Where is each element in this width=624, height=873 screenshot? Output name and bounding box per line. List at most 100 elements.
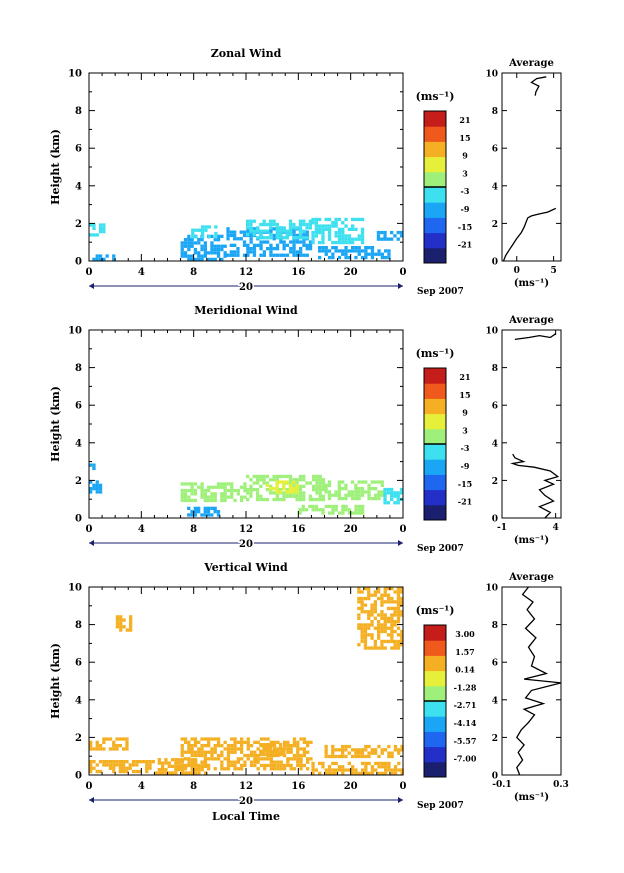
heatmap-pixel: [207, 485, 211, 489]
heatmap-pixel: [223, 251, 227, 255]
profile-title: Average: [508, 315, 554, 326]
heatmap-pixel: [400, 590, 404, 594]
heatmap-pixel: [337, 480, 341, 484]
heatmap-pixel: [253, 760, 257, 764]
heatmap-pixel: [201, 225, 205, 229]
heatmap-pixel: [122, 769, 126, 774]
heatmap-cell: [265, 480, 299, 494]
heatmap-cell: [324, 744, 404, 759]
heatmap-pixel: [223, 254, 227, 258]
heatmap-pixel: [292, 740, 297, 744]
heatmap-pixel: [226, 750, 231, 754]
heatmap-pixel: [341, 508, 345, 512]
heatmap-pixel: [393, 771, 398, 775]
heatmap-pixel: [193, 767, 198, 771]
heatmap-pixel: [399, 491, 404, 495]
heatmap-pixel: [327, 496, 332, 501]
heatmap-pixel: [259, 236, 263, 240]
heatmap-pixel: [337, 487, 341, 491]
heatmap-pixel: [259, 752, 263, 757]
heatmap-pixel: [324, 224, 328, 228]
heatmap-pixel: [223, 767, 227, 771]
heatmap-pixel: [252, 474, 256, 479]
heatmap-pixel: [367, 761, 371, 766]
heatmap-pixel: [167, 771, 171, 775]
heatmap-pixel: [364, 744, 368, 749]
heatmap-pixel: [370, 765, 375, 769]
heatmap-pixel: [363, 639, 368, 644]
day-label: 20: [239, 796, 253, 807]
heatmap-cell: [89, 480, 103, 494]
heatmap-pixel: [273, 753, 277, 758]
heatmap-pixel: [108, 766, 113, 770]
colorbar-label: (ms⁻¹): [416, 347, 455, 360]
heatmap-pixel: [327, 768, 332, 772]
heatmap-pixel: [318, 497, 322, 502]
heatmap-pixel: [308, 226, 312, 230]
heatmap-pixel: [296, 753, 300, 758]
heatmap-pixel: [312, 497, 316, 502]
heatmap-pixel: [220, 767, 224, 771]
heatmap-pixel: [400, 643, 404, 647]
heatmap-pixel: [187, 757, 191, 761]
heatmap-pixel: [337, 748, 341, 752]
heatmap-pixel: [112, 760, 116, 764]
heatmap-pixel: [380, 490, 384, 494]
heatmap-pixel: [361, 504, 365, 509]
heatmap-pixel: [318, 246, 322, 250]
heatmap-pixel: [295, 250, 299, 254]
heatmap-pixel: [216, 485, 221, 489]
heatmap-pixel: [318, 494, 322, 498]
heatmap-pixel: [285, 480, 289, 484]
heatmap-pixel: [351, 768, 355, 772]
heatmap-pixel: [265, 483, 269, 487]
heatmap-cell: [89, 223, 106, 237]
heatmap-pixel: [170, 758, 175, 762]
heatmap-pixel: [288, 481, 293, 485]
heatmap-pixel: [292, 233, 296, 238]
heatmap-pixel: [187, 740, 191, 744]
heatmap-pixel: [259, 474, 263, 479]
y-tick-label: 6: [75, 144, 82, 155]
heatmap-pixel: [383, 629, 387, 634]
heatmap-pixel: [200, 247, 204, 252]
heatmap-cell: [311, 761, 404, 775]
heatmap-pixel: [311, 221, 315, 225]
heatmap-pixel: [193, 513, 197, 517]
heatmap-pixel: [262, 481, 266, 485]
heatmap-pixel: [341, 237, 345, 241]
heatmap-pixel: [259, 494, 263, 498]
heatmap-pixel: [183, 254, 188, 258]
heatmap-pixel: [213, 485, 217, 489]
heatmap-pixel: [210, 485, 214, 489]
heatmap-pixel: [249, 247, 253, 251]
heatmap-pixel: [262, 236, 266, 240]
heatmap-pixel: [210, 513, 214, 517]
heatmap-pixel: [302, 219, 306, 223]
heatmap-pixel: [272, 233, 276, 238]
heatmap-pixel: [259, 222, 263, 227]
heatmap-pixel: [95, 769, 99, 774]
heatmap-pixel: [370, 496, 374, 501]
heatmap-pixel: [197, 771, 201, 775]
profile-y-tick-label: 8: [492, 364, 498, 374]
heatmap-pixel: [344, 240, 348, 245]
heatmap-pixel: [180, 737, 184, 741]
heatmap-pixel: [108, 760, 113, 764]
heatmap-pixel: [273, 747, 277, 751]
heatmap-pixel: [321, 497, 326, 502]
heatmap-pixel: [314, 231, 318, 235]
heatmap-pixel: [190, 763, 194, 768]
profile-y-tick-label: 4: [492, 439, 498, 449]
heatmap-pixel: [276, 767, 280, 771]
heatmap-pixel: [213, 498, 217, 503]
heatmap-pixel: [299, 747, 303, 751]
colorbar-segment: [424, 746, 446, 763]
heatmap-pixel: [298, 236, 303, 240]
heatmap-pixel: [285, 488, 289, 492]
heatmap-pixel: [367, 590, 371, 594]
heatmap-pixel: [299, 247, 303, 251]
colorbar-tick-label: 3.00: [455, 629, 475, 639]
heatmap-pixel: [148, 766, 152, 770]
heatmap-pixel: [324, 751, 328, 755]
